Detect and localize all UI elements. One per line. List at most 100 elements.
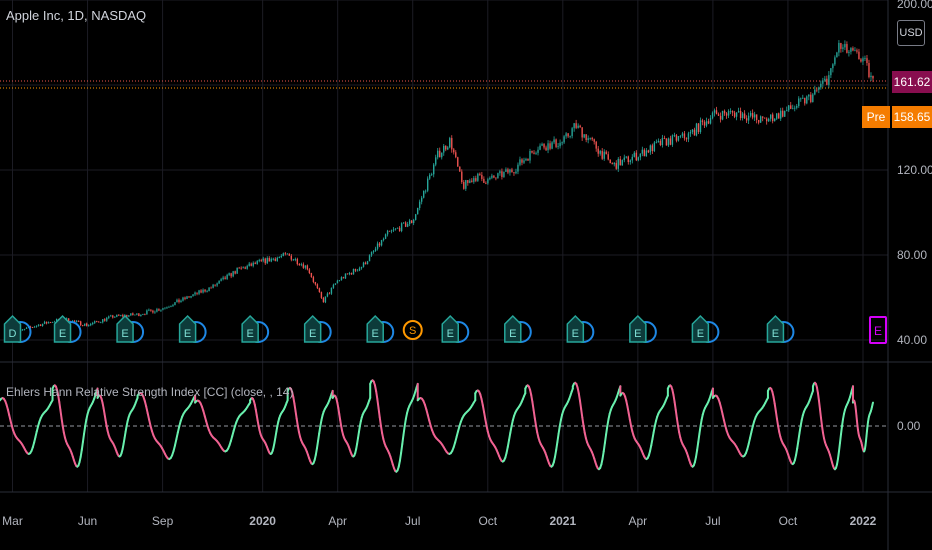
candle-body: [523, 160, 525, 163]
candle-body: [693, 129, 696, 136]
candle-body: [735, 112, 738, 117]
time-tick-label: Jul: [405, 514, 420, 528]
candle-body: [214, 284, 216, 286]
upcoming-earnings-marker[interactable]: [868, 316, 887, 344]
earnings-marker[interactable]: [566, 314, 585, 343]
candle-body: [786, 110, 788, 112]
candle-body: [493, 175, 495, 178]
earnings-marker[interactable]: [441, 314, 460, 343]
oscillator-segment: [296, 424, 300, 433]
oscillator-segment: [480, 397, 484, 407]
earnings-marker[interactable]: [303, 314, 322, 343]
candle-body: [88, 325, 90, 326]
candle-body: [322, 297, 325, 303]
candle-body: [515, 171, 517, 174]
candle-body: [816, 89, 818, 91]
candle-body: [106, 317, 108, 321]
oscillator-segment: [318, 425, 322, 435]
candle-body: [292, 259, 295, 261]
dividend-marker[interactable]: [3, 314, 22, 343]
candle-body: [455, 152, 457, 158]
candle-body: [334, 283, 337, 285]
candle-body: [571, 128, 573, 137]
oscillator-segment: [816, 392, 820, 402]
split-marker[interactable]: [402, 320, 423, 340]
candle-body: [619, 158, 621, 166]
candle-body: [541, 143, 543, 146]
candle-body: [699, 120, 702, 132]
candle-body: [228, 273, 230, 275]
candle-body: [767, 118, 770, 122]
candle-body: [400, 223, 403, 232]
earnings-marker[interactable]: [504, 314, 522, 343]
earnings-marker[interactable]: [53, 314, 72, 343]
candle-body: [555, 139, 557, 147]
candle-body: [637, 157, 640, 161]
oscillator-segment: [799, 419, 803, 428]
candle-body: [850, 48, 852, 52]
oscillator-segment: [699, 418, 703, 428]
oscillator-segment: [397, 459, 401, 468]
candle-body: [286, 253, 289, 255]
candle-body: [94, 321, 96, 323]
indicator-title[interactable]: Ehlers Hann Relative Strength Index [CC]…: [6, 385, 294, 399]
candle-body: [186, 296, 188, 299]
candle-body: [691, 129, 694, 133]
candle-body: [378, 243, 381, 246]
candle-body: [110, 315, 112, 317]
oscillator-segment: [797, 432, 801, 443]
candle-body: [774, 118, 776, 122]
candle-body: [202, 289, 204, 293]
oscillator-segment: [376, 398, 380, 409]
oscillator-segment: [173, 438, 178, 447]
candle-body: [601, 151, 603, 159]
oscillator-segment: [356, 437, 360, 445]
candle-body: [130, 313, 132, 316]
oscillator-segment: [402, 425, 406, 436]
candle-body: [310, 272, 313, 278]
candle-body: [75, 320, 78, 322]
candle-body: [418, 201, 421, 208]
oscillator-segment: [837, 442, 841, 453]
candle-body: [595, 141, 597, 149]
candle-body: [745, 118, 748, 121]
symbol-title[interactable]: Apple Inc, 1D, NASDAQ: [6, 8, 147, 23]
oscillator-segment: [176, 425, 181, 434]
oscillator-segment: [148, 418, 152, 427]
oscillator-segment: [59, 408, 63, 420]
earnings-marker[interactable]: [241, 314, 259, 343]
candle-body: [172, 305, 174, 307]
candle-body: [338, 280, 341, 281]
earnings-marker[interactable]: [366, 314, 384, 343]
candle-body: [808, 94, 810, 97]
earnings-marker[interactable]: [766, 314, 785, 343]
currency-button[interactable]: USD: [897, 20, 925, 46]
candle-body: [870, 75, 872, 78]
time-tick-label: Jun: [78, 514, 97, 528]
candle-body: [346, 273, 349, 275]
earnings-marker[interactable]: [629, 314, 647, 343]
candle-body: [663, 138, 666, 139]
earnings-marker[interactable]: [178, 314, 197, 343]
candle-body: [727, 111, 730, 116]
candle-body: [431, 174, 433, 176]
candle-body: [384, 234, 387, 239]
price-tick-label: 120.00: [897, 163, 932, 177]
candle-body: [170, 306, 172, 308]
candle-body: [276, 257, 278, 261]
oscillator-segment: [79, 448, 83, 458]
candle-body: [627, 156, 629, 163]
candle-body: [591, 137, 593, 140]
candle-body: [485, 182, 487, 184]
candle-body: [196, 292, 198, 294]
candle-body: [422, 190, 425, 198]
candle-body: [525, 158, 527, 161]
candle-body: [613, 163, 615, 165]
candle-body: [270, 258, 272, 262]
candle-body: [194, 292, 196, 295]
earnings-marker[interactable]: [691, 314, 710, 343]
earnings-marker[interactable]: [116, 314, 134, 343]
candle-body: [531, 150, 533, 153]
